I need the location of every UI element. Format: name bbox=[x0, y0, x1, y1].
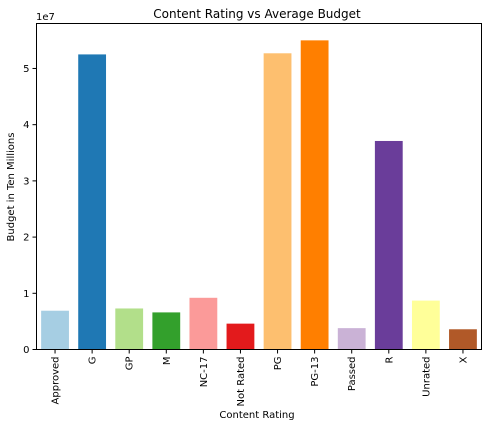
bar-g bbox=[78, 54, 107, 350]
x-axis-ticks: Approved G GP M NC-17 Not Rated PG PG-13 Passed R… bbox=[51, 349, 469, 407]
y-tick-label: 4 bbox=[23, 120, 29, 131]
bar-approved bbox=[41, 310, 69, 350]
x-tick-label: PG-13 bbox=[310, 357, 321, 387]
bars-group bbox=[41, 40, 477, 350]
x-tick-label: Approved bbox=[51, 357, 62, 405]
x-tick-label: PG bbox=[273, 357, 284, 371]
y-tick-label: 3 bbox=[23, 176, 29, 187]
x-tick-label: Not Rated bbox=[236, 357, 247, 407]
bar-x bbox=[449, 329, 477, 350]
bar-not-rated bbox=[226, 323, 255, 350]
y-tick-label: 0 bbox=[23, 345, 29, 356]
x-tick-label: G bbox=[88, 357, 99, 365]
y-axis-title: Budget in Ten Millions bbox=[6, 133, 17, 242]
bar-gp bbox=[115, 308, 144, 350]
chart-title: Content Rating vs Average Budget bbox=[153, 7, 361, 21]
bar-pg-13 bbox=[300, 40, 329, 350]
bar-m bbox=[152, 312, 181, 350]
bar-passed bbox=[337, 328, 366, 350]
y-offset-label: 1e7 bbox=[36, 12, 55, 23]
bar-unrated bbox=[411, 300, 440, 350]
x-tick-label: X bbox=[458, 356, 469, 363]
y-tick-label: 1 bbox=[23, 289, 29, 300]
bar-r bbox=[374, 140, 403, 350]
y-tick-label: 2 bbox=[23, 233, 29, 244]
x-tick-label: Unrated bbox=[421, 357, 432, 397]
bar-pg bbox=[263, 53, 292, 350]
x-axis-title: Content Rating bbox=[219, 410, 294, 421]
y-tick-label: 5 bbox=[23, 64, 29, 75]
x-tick-label: Passed bbox=[347, 357, 358, 392]
plot-frame bbox=[36, 23, 482, 350]
y-axis-ticks: 0 1 2 3 4 5 bbox=[23, 64, 37, 356]
x-tick-label: R bbox=[384, 356, 395, 363]
bar-nc-17 bbox=[189, 297, 218, 350]
x-tick-label: GP bbox=[125, 357, 136, 371]
x-tick-label: M bbox=[162, 357, 173, 366]
x-tick-label: NC-17 bbox=[199, 357, 210, 388]
